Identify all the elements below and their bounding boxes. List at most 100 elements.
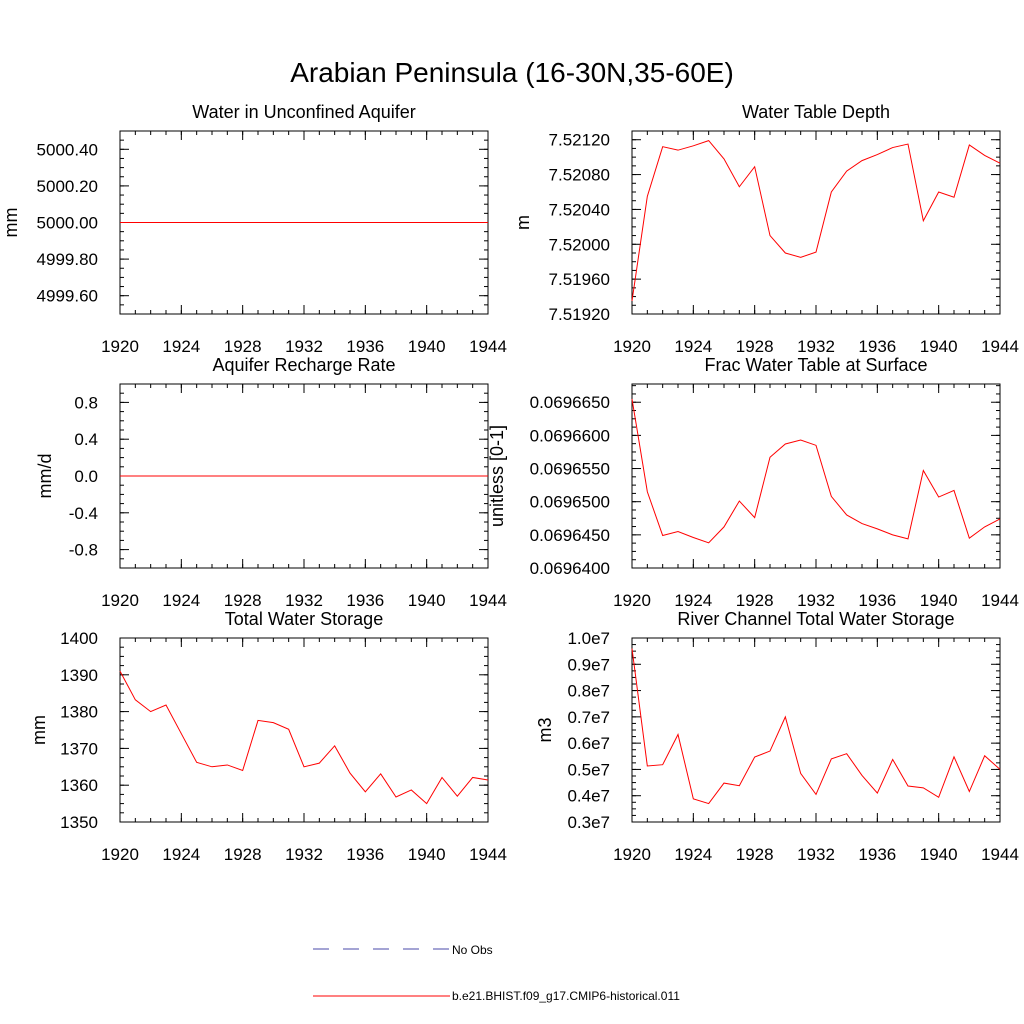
x-tick-label: 1944 (469, 337, 507, 356)
plot-frame (631, 383, 1001, 569)
series-line (119, 670, 489, 805)
y-axis-label: mm/d (35, 454, 55, 499)
y-tick-label: 0.0 (74, 467, 98, 486)
series-line (631, 398, 1001, 544)
x-tick-label: 1928 (224, 591, 262, 610)
y-tick-label: 1.0e7 (567, 629, 610, 648)
y-axis-label: m (513, 215, 533, 230)
y-tick-label: 0.4 (74, 430, 98, 449)
x-tick-label: 1936 (858, 845, 896, 864)
panel-title: Aquifer Recharge Rate (212, 355, 395, 375)
y-axis-label: m3 (535, 717, 555, 742)
y-tick-label: 1370 (60, 739, 98, 758)
y-axis-label: mm (29, 715, 49, 745)
x-tick-label: 1940 (920, 591, 958, 610)
y-tick-label: 4999.60 (37, 287, 98, 306)
y-tick-label: -0.4 (69, 504, 98, 523)
y-tick-label: 0.7e7 (567, 708, 610, 727)
y-tick-label: 1400 (60, 629, 98, 648)
x-tick-label: 1944 (469, 591, 507, 610)
x-tick-label: 1944 (981, 591, 1019, 610)
y-tick-label: -0.8 (69, 541, 98, 560)
legend-label-model: b.e21.BHIST.f09_g17.CMIP6-historical.011 (452, 989, 680, 1003)
x-tick-label: 1928 (736, 845, 774, 864)
y-tick-label: 0.5e7 (567, 760, 610, 779)
plot-frame (119, 637, 489, 823)
panel-water-in-unconfined-aquifer: 1920 1924 1928 1932 1936 1940 1944 4999.60 4999.… (1, 102, 507, 356)
y-tick-label: 0.0696650 (530, 393, 610, 412)
x-tick-label: 1944 (469, 845, 507, 864)
x-tick-label: 1920 (101, 337, 139, 356)
x-tick-label: 1920 (101, 591, 139, 610)
y-tick-label: 1380 (60, 703, 98, 722)
y-tick-label: 5000.20 (37, 177, 98, 196)
x-tick-label: 1932 (797, 337, 835, 356)
y-tick-label: 0.0696450 (530, 526, 610, 545)
x-tick-label: 1924 (674, 591, 712, 610)
y-axis-label: unitless [0-1] (487, 425, 507, 527)
y-axis-label: mm (1, 208, 21, 238)
x-tick-label: 1936 (346, 591, 384, 610)
y-tick-label: 0.3e7 (567, 813, 610, 832)
y-tick-label: 1350 (60, 813, 98, 832)
y-tick-label: 0.4e7 (567, 787, 610, 806)
x-tick-label: 1928 (736, 337, 774, 356)
y-tick-label: 7.52080 (549, 166, 610, 185)
y-tick-label: 1390 (60, 666, 98, 685)
x-tick-label: 1936 (858, 591, 896, 610)
panel-title: Water Table Depth (742, 102, 890, 122)
x-tick-label: 1920 (613, 591, 651, 610)
y-tick-label: 0.0696550 (530, 460, 610, 479)
y-tick-label: 7.52000 (549, 235, 610, 254)
x-tick-label: 1944 (981, 845, 1019, 864)
y-tick-label: 4999.80 (37, 250, 98, 269)
x-tick-label: 1940 (920, 845, 958, 864)
panel-total-water-storage: 1920 1924 1928 1932 1936 1940 1944 1350 1360 1370… (29, 609, 507, 864)
panel-river-channel-total-water-storage: 1920 1924 1928 1932 1936 1940 1944 0.3e7 0.4e7 0.… (535, 609, 1019, 864)
panel-frac-water-table-at-surface: 1920 1924 1928 1932 1936 1940 1944 0.0696400 0.0… (487, 355, 1019, 610)
series-line (631, 648, 1001, 805)
x-tick-label: 1936 (858, 337, 896, 356)
x-tick-label: 1924 (162, 845, 200, 864)
x-tick-label: 1928 (736, 591, 774, 610)
y-tick-label: 0.0696400 (530, 559, 610, 578)
x-tick-label: 1932 (285, 591, 323, 610)
x-tick-label: 1920 (101, 845, 139, 864)
x-tick-label: 1920 (613, 845, 651, 864)
legend-label-no-obs: No Obs (452, 943, 493, 957)
x-tick-label: 1928 (224, 845, 262, 864)
x-tick-label: 1928 (224, 337, 262, 356)
x-tick-label: 1940 (408, 337, 446, 356)
x-tick-label: 1932 (285, 845, 323, 864)
series-line (631, 140, 1001, 302)
x-tick-label: 1944 (981, 337, 1019, 356)
y-tick-label: 0.0696500 (530, 493, 610, 512)
panel-title: River Channel Total Water Storage (677, 609, 954, 629)
panel-title: Frac Water Table at Surface (704, 355, 927, 375)
x-tick-label: 1924 (674, 845, 712, 864)
y-tick-label: 0.8e7 (567, 682, 610, 701)
y-tick-label: 7.51960 (549, 270, 610, 289)
y-tick-label: 7.52120 (549, 131, 610, 150)
x-tick-label: 1940 (408, 591, 446, 610)
x-tick-label: 1924 (162, 591, 200, 610)
panel-aquifer-recharge-rate: 1920 1924 1928 1932 1936 1940 1944 -0.8 -0.4 0.0 0… (35, 355, 507, 610)
panel-title: Total Water Storage (225, 609, 383, 629)
figure-title: Arabian Peninsula (16-30N,35-60E) (290, 57, 734, 88)
legend: No Obs b.e21.BHIST.f09_g17.CMIP6-histori… (313, 943, 680, 1003)
y-tick-label: 0.9e7 (567, 655, 610, 674)
y-tick-label: 1360 (60, 776, 98, 795)
y-tick-label: 7.52040 (549, 200, 610, 219)
y-tick-label: 0.6e7 (567, 734, 610, 753)
y-tick-label: 5000.00 (37, 214, 98, 233)
x-tick-label: 1932 (285, 337, 323, 356)
y-tick-label: 0.8 (74, 393, 98, 412)
y-tick-label: 5000.40 (37, 140, 98, 159)
y-tick-label: 7.51920 (549, 305, 610, 324)
x-tick-label: 1932 (797, 591, 835, 610)
panel-water-table-depth: 1920 1924 1928 1932 1936 1940 1944 7.51920 7.519… (513, 102, 1019, 356)
x-tick-label: 1924 (674, 337, 712, 356)
x-tick-label: 1940 (408, 845, 446, 864)
panel-title: Water in Unconfined Aquifer (192, 102, 415, 122)
